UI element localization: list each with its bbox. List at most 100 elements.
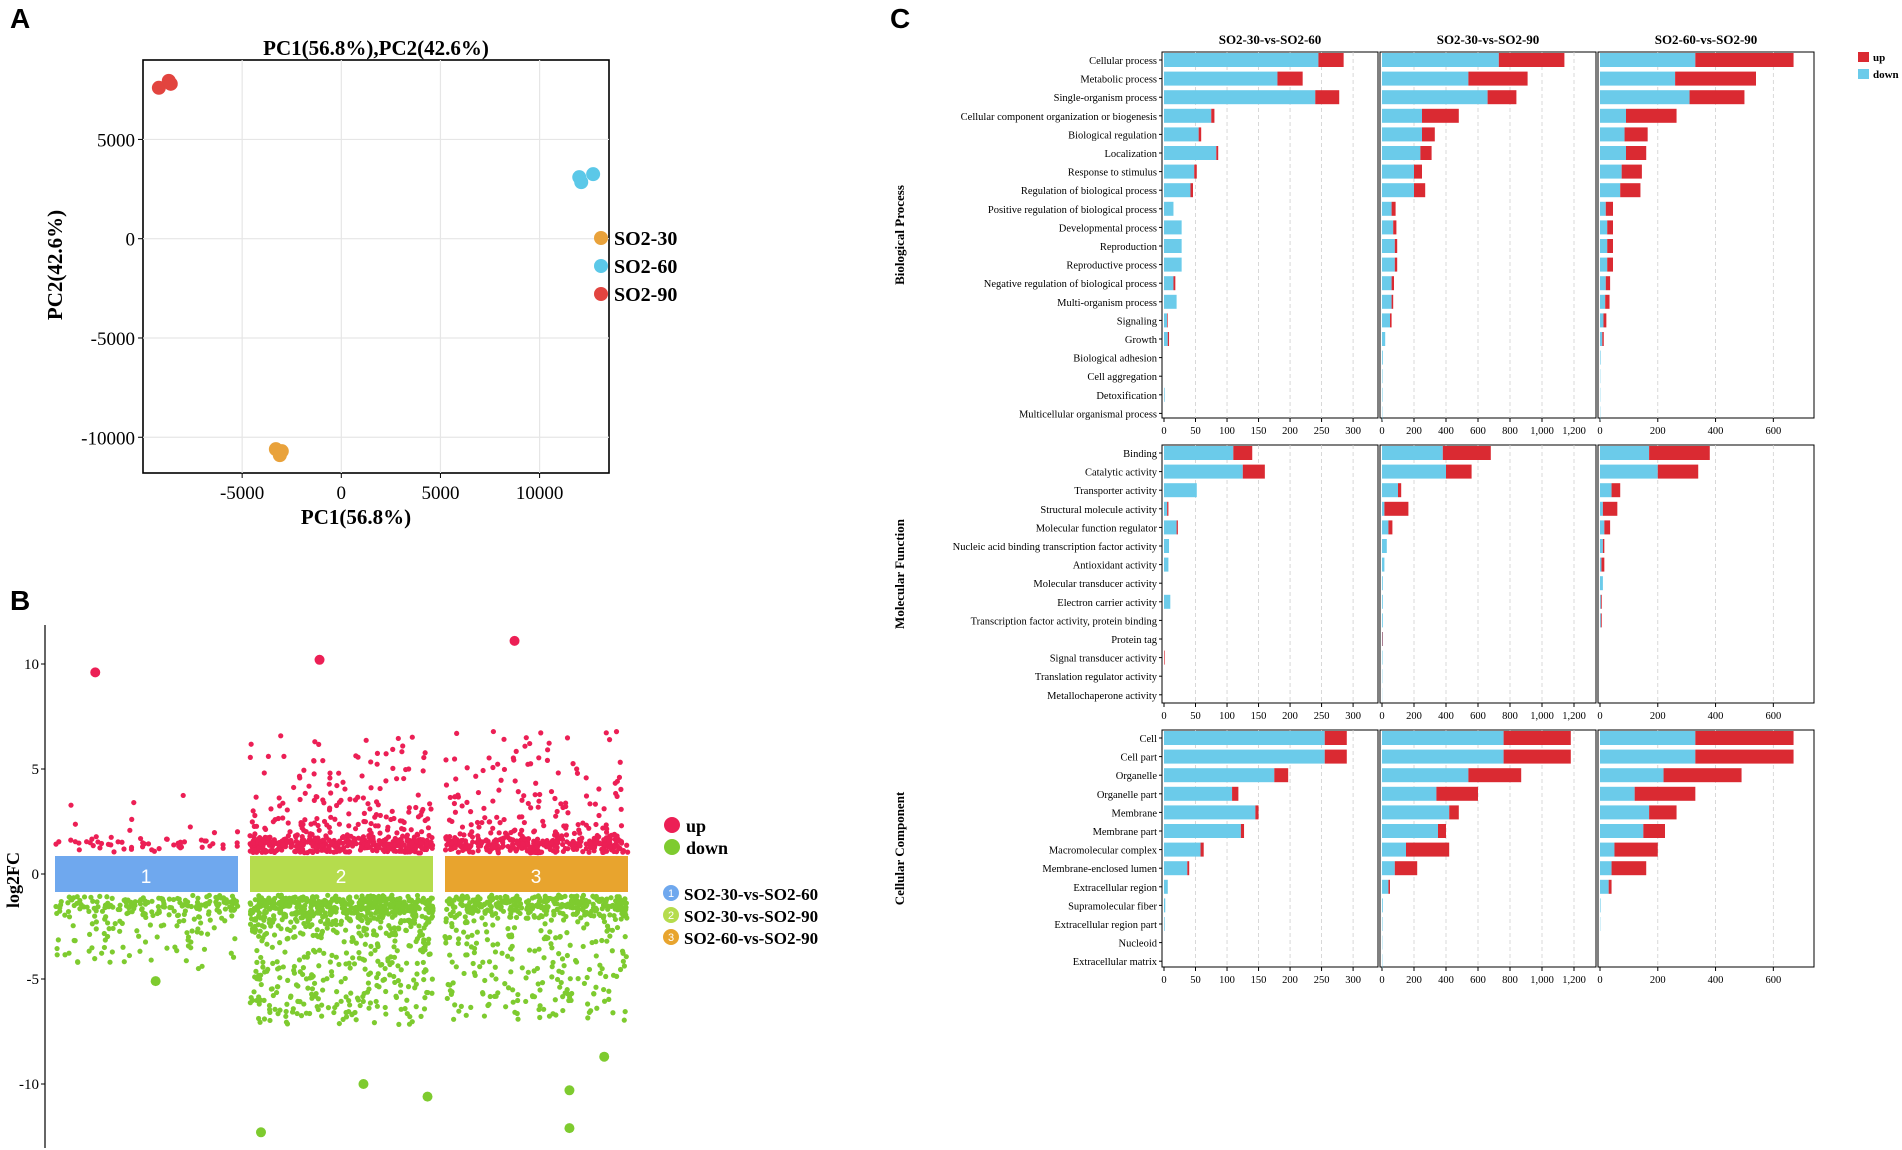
volcano-point-down (102, 905, 108, 911)
go-bar-down (1382, 520, 1389, 535)
volcano-point-up (448, 840, 455, 846)
go-bar-up (1605, 201, 1613, 216)
volcano-point-down (560, 1007, 566, 1014)
volcano-point-down (524, 904, 531, 911)
volcano-point-down (148, 957, 154, 963)
volcano-point-up (611, 848, 617, 855)
volcano-point-up (624, 842, 630, 848)
go-term-label: Nucleic acid binding transcription facto… (953, 542, 1158, 553)
volcano-point-up (495, 761, 501, 767)
volcano-point-up (327, 770, 333, 776)
go-x-tick-label: 600 (1470, 426, 1486, 437)
go-bar-down (1382, 842, 1406, 857)
volcano-point-up (361, 810, 367, 816)
volcano-point-up (501, 736, 507, 742)
volcano-point-up (525, 761, 531, 767)
volcano-point-up (525, 841, 531, 847)
volcano-point-down (298, 1013, 305, 1019)
go-bar-down (1382, 164, 1414, 179)
go-bar-down (1600, 313, 1604, 328)
volcano-point-down (609, 948, 615, 954)
go-bar-down (1164, 71, 1278, 86)
go-bar-down (1600, 879, 1609, 894)
volcano-point-down (614, 924, 621, 931)
go-bar-up (1167, 501, 1169, 516)
volcano-point-down (316, 947, 323, 953)
go-section-biological-process: Biological Process 0 50 100 150 200 250 300 0 200… (892, 51, 1815, 437)
volcano-point-down (195, 926, 201, 932)
volcano-point-up (560, 841, 566, 848)
volcano-point-up (583, 793, 590, 799)
volcano-point-down (564, 952, 570, 959)
volcano-point-down (139, 906, 145, 912)
go-x-tick-label: 250 (1314, 426, 1330, 437)
go-bar-up (1232, 786, 1239, 801)
volcano-point-up (563, 800, 569, 806)
volcano-point-down (606, 988, 612, 994)
volcano-point-down (261, 900, 267, 906)
volcano-point-down (391, 954, 398, 960)
volcano-point-up (76, 847, 82, 853)
go-x-tick-label: 1,000 (1530, 711, 1554, 722)
volcano-point-up (531, 840, 537, 847)
go-x-tick-label: 800 (1502, 426, 1518, 437)
volcano-point-up (376, 844, 382, 851)
volcano-point-down (333, 929, 339, 935)
volcano-point-down (568, 898, 575, 904)
go-bar-down (1382, 257, 1395, 272)
go-term-label: Developmental process (1059, 223, 1157, 234)
volcano-point-down (397, 895, 403, 902)
volcano-point-down (413, 938, 419, 945)
volcano-point-down (604, 938, 610, 944)
volcano-point-down (575, 919, 581, 925)
volcano-point-down (425, 907, 431, 913)
volcano-point-up (84, 839, 90, 845)
volcano-point-down (362, 896, 368, 902)
volcano-point-down (509, 898, 515, 904)
volcano-point-up (302, 817, 308, 823)
volcano-point-up (501, 766, 508, 773)
volcano-point-down (398, 967, 404, 973)
go-chart: SO2-30-vs-SO2-60 SO2-30-vs-SO2-90 SO2-60-v… (892, 32, 1815, 986)
volcano-point-down (319, 928, 326, 934)
volcano-point-down (249, 928, 256, 934)
volcano-point-up (253, 794, 259, 800)
pca-point-so2-30 (274, 444, 289, 459)
volcano-ticks: 10 5 0 -5 -10 (19, 657, 45, 1093)
volcano-point-up (336, 770, 342, 776)
volcano-point-down (459, 897, 465, 903)
volcano-point-down (571, 893, 577, 900)
volcano-point-down (164, 945, 170, 951)
category-box-number-3: 3 (531, 867, 542, 888)
volcano-point-up (247, 848, 253, 854)
volcano-point-up (532, 792, 538, 798)
volcano-point-up (199, 844, 205, 850)
volcano-point-down (508, 932, 515, 938)
volcano-point-up (210, 841, 216, 847)
volcano-point-down (622, 909, 628, 915)
volcano-point-up (281, 753, 287, 759)
volcano-point-down (355, 997, 362, 1003)
volcano-point-down (294, 903, 301, 909)
volcano-point-down (450, 980, 456, 986)
volcano-point-down (105, 920, 111, 926)
volcano-point-down (591, 991, 597, 997)
go-bar-down (1600, 53, 1696, 67)
volcano-point-up (601, 837, 607, 843)
volcano-point-down (316, 898, 322, 905)
volcano-point-up (368, 820, 374, 827)
volcano-point-down (172, 944, 178, 950)
category-box-number-1: 1 (141, 867, 152, 888)
volcano-legend-marker-up (664, 817, 680, 833)
volcano-point-down (449, 959, 455, 965)
go-bar-down (1600, 576, 1603, 591)
volcano-point-down (401, 909, 407, 916)
volcano-point-down (229, 904, 235, 910)
volcano-point-up (490, 728, 497, 735)
volcano-point-up (121, 846, 127, 852)
volcano-point-up (341, 845, 347, 851)
volcano-point-up (326, 845, 332, 851)
volcano-point-up (276, 795, 282, 801)
go-bar-down (1600, 446, 1650, 460)
volcano-point-up (320, 837, 326, 843)
